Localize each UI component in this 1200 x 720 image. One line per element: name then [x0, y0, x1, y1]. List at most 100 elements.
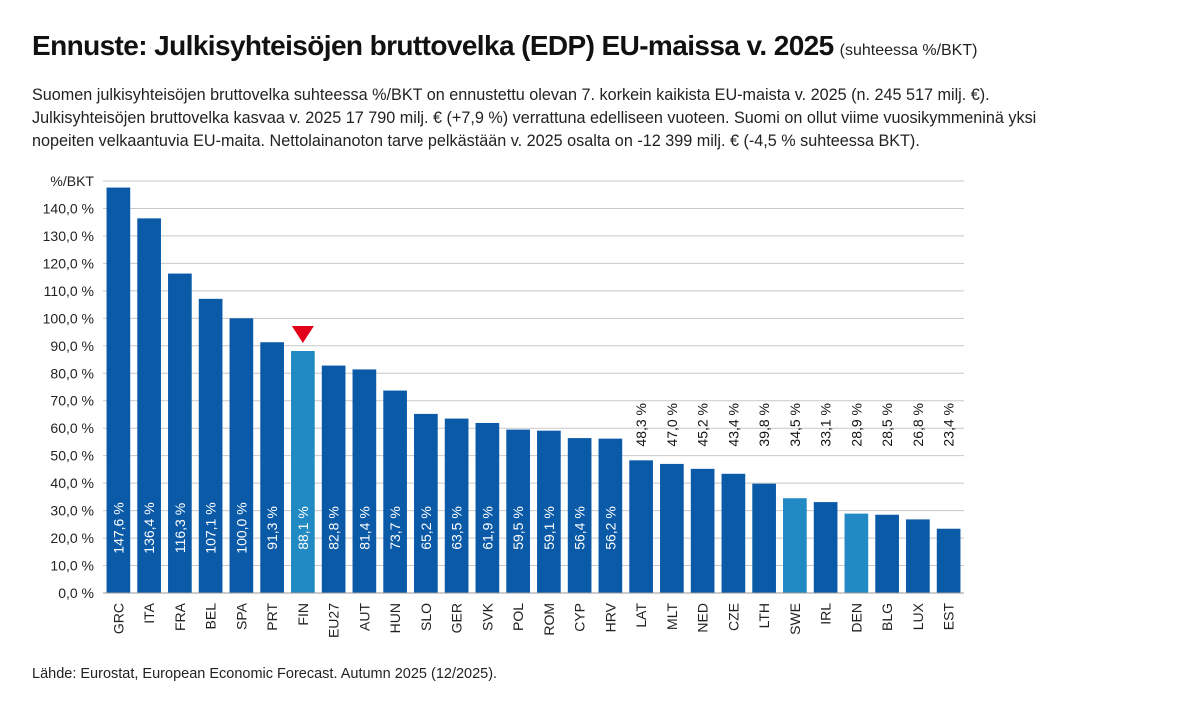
x-tick-label: IRL: [818, 603, 834, 625]
x-tick-label: FIN: [295, 603, 311, 626]
y-tick-label: 70,0 %: [50, 393, 94, 409]
y-tick-label: 100,0 %: [43, 310, 94, 326]
data-label: 47,0 %: [664, 403, 680, 447]
x-tick-label: POL: [510, 603, 526, 631]
description-line-1: Suomen julkisyhteisöjen bruttovelka suht…: [32, 86, 990, 104]
bar-den: [844, 513, 869, 593]
bar-blg: [875, 514, 899, 593]
y-tick-label: 30,0 %: [50, 503, 94, 519]
x-tick-label: AUT: [356, 603, 372, 631]
y-tick-label: 10,0 %: [50, 558, 94, 574]
y-tick-label: 40,0 %: [50, 475, 94, 491]
bar-fra: [168, 273, 192, 593]
bar-spa: [229, 318, 254, 593]
chart-title-block: Ennuste: Julkisyhteisöjen bruttovelka (E…: [32, 30, 977, 62]
bar-ita: [137, 218, 161, 593]
data-label: 43,4 %: [725, 403, 741, 447]
data-label: 48,3 %: [633, 403, 649, 447]
data-label: 116,3 %: [172, 503, 188, 553]
data-label: 91,3 %: [264, 506, 280, 550]
y-tick-label: 90,0 %: [50, 338, 94, 354]
data-label: 23,4 %: [941, 403, 957, 447]
source-note: Lähde: Eurostat, European Economic Forec…: [32, 666, 498, 682]
chart-title: Ennuste: Julkisyhteisöjen bruttovelka (E…: [32, 30, 834, 61]
x-tick-label: SPA: [233, 602, 249, 630]
y-tick-label: 110,0 %: [44, 283, 94, 299]
data-label: 28,9 %: [848, 403, 864, 447]
bar-prt: [260, 342, 284, 593]
x-tick-label: SVK: [479, 602, 495, 631]
bar-rom: [537, 430, 561, 593]
data-label: 33,1 %: [818, 403, 834, 447]
x-tick-label: EST: [941, 603, 957, 631]
bar-ned: [690, 468, 715, 593]
description-line-3: nopeiten velkaantuvia EU-maita. Nettolai…: [32, 132, 920, 150]
y-tick-label: 60,0 %: [50, 420, 94, 436]
bar-pol: [506, 429, 530, 593]
y-tick-label: 80,0 %: [50, 365, 94, 381]
x-tick-label: CYP: [572, 603, 588, 632]
x-tick-label: NED: [695, 603, 711, 633]
description-line-2: Julkisyhteisöjen bruttovelka kasvaa v. 2…: [32, 109, 1037, 127]
x-tick-label: FRA: [172, 602, 188, 631]
data-label: 56,4 %: [572, 506, 588, 550]
data-label: 28,5 %: [879, 403, 895, 447]
data-label: 59,1 %: [541, 506, 557, 550]
bar-lth: [752, 483, 776, 593]
data-label: 88,1 %: [295, 506, 311, 550]
data-label: 63,5 %: [449, 506, 465, 550]
bar-est: [936, 528, 961, 593]
y-tick-label: 140,0 %: [43, 200, 94, 216]
bar-bel: [198, 298, 223, 593]
bar-irl: [813, 502, 838, 593]
data-label: 147,6 %: [110, 502, 126, 553]
data-label: 59,5 %: [510, 506, 526, 550]
data-label: 45,2 %: [695, 403, 711, 447]
bar-aut: [352, 369, 377, 593]
x-tick-label: CZE: [725, 603, 741, 631]
data-label: 26,8 %: [910, 403, 926, 447]
x-tick-label: GRC: [110, 603, 126, 634]
y-tick-label: 20,0 %: [50, 530, 94, 546]
bar-slo: [414, 413, 438, 593]
data-label: 81,4 %: [356, 506, 372, 550]
bar-swe: [783, 498, 807, 593]
bar-ger: [444, 418, 469, 593]
bar-cyp: [567, 438, 592, 593]
x-tick-label: HRV: [602, 602, 618, 632]
data-label: 100,0 %: [233, 502, 249, 553]
data-label: 107,1 %: [203, 502, 219, 553]
x-tick-label: BEL: [203, 603, 219, 630]
x-tick-label: LTH: [756, 603, 772, 628]
x-tick-label: DEN: [848, 603, 864, 633]
bar-lat: [629, 460, 653, 593]
y-tick-label: 120,0 %: [43, 255, 94, 271]
bar-fin: [291, 351, 315, 593]
data-label: 61,9 %: [479, 506, 495, 550]
data-label: 34,5 %: [787, 403, 803, 447]
x-tick-label: BLG: [879, 603, 895, 631]
data-label: 56,2 %: [602, 506, 618, 550]
bar-cze: [721, 473, 746, 593]
data-label: 82,8 %: [326, 506, 342, 550]
bar-mlt: [660, 463, 684, 593]
bar-hrv: [598, 438, 623, 593]
x-tick-label: PRT: [264, 603, 280, 631]
x-tick-label: GER: [449, 603, 465, 633]
bar-eu27: [321, 365, 346, 593]
bar-lux: [906, 519, 930, 593]
y-tick-label: 50,0 %: [50, 448, 94, 464]
chart-subtitle: (suhteessa %/BKT): [839, 42, 978, 59]
data-label: 39,8 %: [756, 403, 772, 447]
bar-svk: [475, 422, 500, 593]
y-axis-label: %/BKT: [50, 173, 94, 189]
data-label: 136,4 %: [141, 502, 157, 553]
x-tick-label: HUN: [387, 603, 403, 633]
x-tick-label: SLO: [418, 603, 434, 631]
data-label: 73,7 %: [387, 506, 403, 550]
y-tick-label: 130,0 %: [43, 228, 94, 244]
x-tick-label: SWE: [787, 603, 803, 635]
x-tick-label: ITA: [141, 602, 157, 623]
x-tick-label: LUX: [910, 602, 926, 630]
